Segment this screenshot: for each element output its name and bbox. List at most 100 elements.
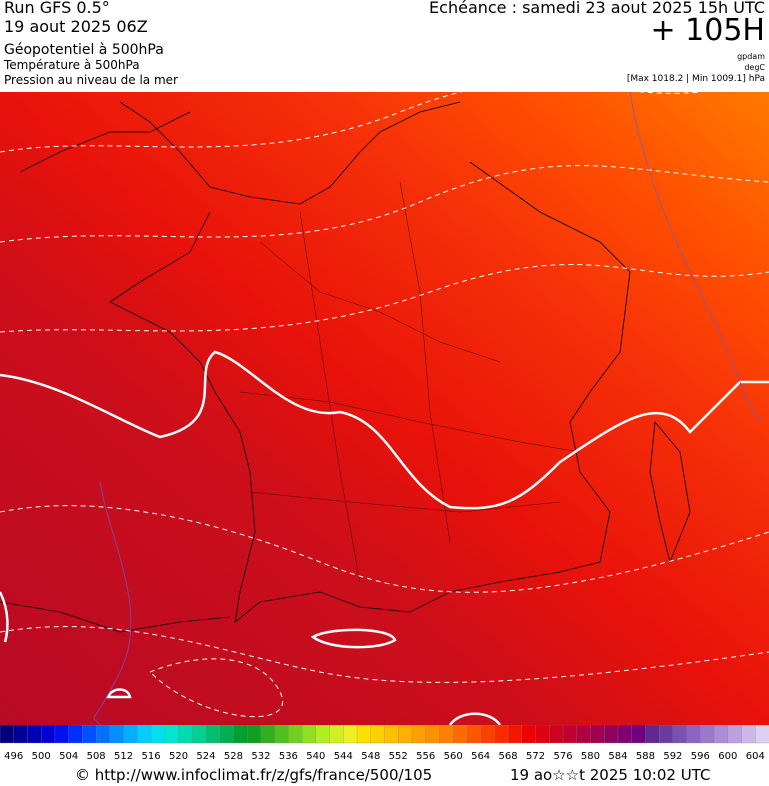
legend-swatch xyxy=(713,725,729,744)
legend-swatch xyxy=(631,725,647,744)
legend-swatch xyxy=(205,725,221,744)
legend-swatch xyxy=(54,725,70,744)
lead-time: + 105H xyxy=(650,13,766,48)
legend-swatch xyxy=(521,725,537,744)
legend-label: 592 xyxy=(663,751,682,762)
legend-label: 584 xyxy=(608,751,627,762)
legend-label: 600 xyxy=(718,751,737,762)
legend-swatch xyxy=(411,725,427,744)
legend-swatch xyxy=(329,725,344,744)
map xyxy=(0,92,769,725)
legend-swatch xyxy=(301,725,317,744)
forecast-time: Echéance : samedi 23 aout 2025 15h UTC xyxy=(429,0,765,17)
legend-swatch xyxy=(453,725,468,744)
legend-label: 548 xyxy=(361,751,380,762)
legend-swatch xyxy=(82,725,97,744)
field-label: Température à 500hPa xyxy=(4,58,140,72)
run-date: 19 aout 2025 06Z xyxy=(4,17,148,36)
legend-swatch xyxy=(494,725,509,744)
legend-swatch xyxy=(384,725,399,744)
legend-label: 516 xyxy=(142,751,161,762)
legend-label: 588 xyxy=(636,751,655,762)
legend-swatch xyxy=(13,725,29,744)
legend-label: 580 xyxy=(581,751,600,762)
legend-label: 564 xyxy=(471,751,490,762)
legend-swatch xyxy=(370,725,386,744)
unit-label: degC xyxy=(744,63,765,72)
legend-swatch xyxy=(672,725,688,744)
legend-swatch xyxy=(549,725,564,744)
legend-swatch xyxy=(535,725,550,744)
legend-swatch xyxy=(109,725,125,744)
legend-label: 496 xyxy=(4,751,23,762)
legend-label: 504 xyxy=(59,751,78,762)
legend-label: 524 xyxy=(196,751,215,762)
legend-swatch xyxy=(27,725,42,744)
legend-swatch xyxy=(425,725,441,744)
legend-swatch xyxy=(315,725,331,744)
legend-label: 540 xyxy=(306,751,325,762)
pressure-range: [Max 1018.2 | Min 1009.1] hPa xyxy=(626,74,765,84)
legend-swatch xyxy=(356,725,372,744)
legend-swatch xyxy=(260,725,276,744)
legend-label: 556 xyxy=(416,751,435,762)
legend-swatch xyxy=(178,725,193,744)
timestamp: 19 ao☆☆t 2025 10:02 UTC xyxy=(510,766,711,784)
field-label: Géopotentiel à 500hPa xyxy=(4,42,164,58)
legend-swatch xyxy=(562,725,578,744)
legend-label: 572 xyxy=(526,751,545,762)
legend-swatch xyxy=(233,725,248,744)
unit-label: gpdam xyxy=(737,52,765,61)
pressure-isobars xyxy=(93,92,761,725)
legend-swatch xyxy=(219,725,235,744)
legend-label: 520 xyxy=(169,751,188,762)
legend-swatch xyxy=(617,725,633,744)
color-legend: 496 500 504 508 512 516 520 524 528 532 536 540 544 5… xyxy=(0,725,769,762)
legend-swatch xyxy=(41,725,56,744)
run-label: Run GFS 0.5° xyxy=(4,0,110,17)
temperature-isolines xyxy=(0,92,769,718)
legend-swatch xyxy=(576,725,592,744)
legend-swatch xyxy=(164,725,180,744)
legend-swatch xyxy=(68,725,84,744)
legend-label: 536 xyxy=(279,751,298,762)
legend-label: 508 xyxy=(87,751,106,762)
legend-swatch xyxy=(700,725,715,744)
legend-swatch xyxy=(137,725,152,744)
legend-label: 568 xyxy=(499,751,518,762)
legend-swatch xyxy=(0,725,15,744)
borders xyxy=(239,181,581,583)
legend-swatch xyxy=(247,725,262,744)
legend-label: 560 xyxy=(444,751,463,762)
legend-swatch xyxy=(658,725,674,744)
legend-swatch xyxy=(398,725,413,744)
source-url: © http://www.infoclimat.fr/z/gfs/france/… xyxy=(75,766,433,784)
legend-swatch xyxy=(590,725,605,744)
legend-swatch xyxy=(150,725,166,744)
legend-swatch xyxy=(439,725,454,744)
legend-swatch xyxy=(466,725,482,744)
legend-label: 576 xyxy=(553,751,572,762)
legend-swatch xyxy=(741,725,756,744)
legend-label: 532 xyxy=(251,751,270,762)
legend-swatch xyxy=(274,725,290,744)
legend-swatch xyxy=(95,725,111,744)
coastlines xyxy=(0,101,691,633)
legend-swatch xyxy=(192,725,207,744)
legend-label: 544 xyxy=(334,751,353,762)
legend-label: 604 xyxy=(746,751,765,762)
legend-label: 512 xyxy=(114,751,133,762)
legend-swatch xyxy=(288,725,303,744)
legend-label: 528 xyxy=(224,751,243,762)
legend-label: 596 xyxy=(691,751,710,762)
geopotential-contours xyxy=(0,350,769,725)
legend-swatch xyxy=(645,725,660,744)
field-label: Pression au niveau de la mer xyxy=(4,73,178,87)
legend-swatch xyxy=(480,725,496,744)
legend-swatch xyxy=(686,725,701,744)
legend-label: 500 xyxy=(32,751,51,762)
legend-swatch xyxy=(755,725,769,744)
legend-label: 552 xyxy=(389,751,408,762)
legend-swatch xyxy=(604,725,619,744)
